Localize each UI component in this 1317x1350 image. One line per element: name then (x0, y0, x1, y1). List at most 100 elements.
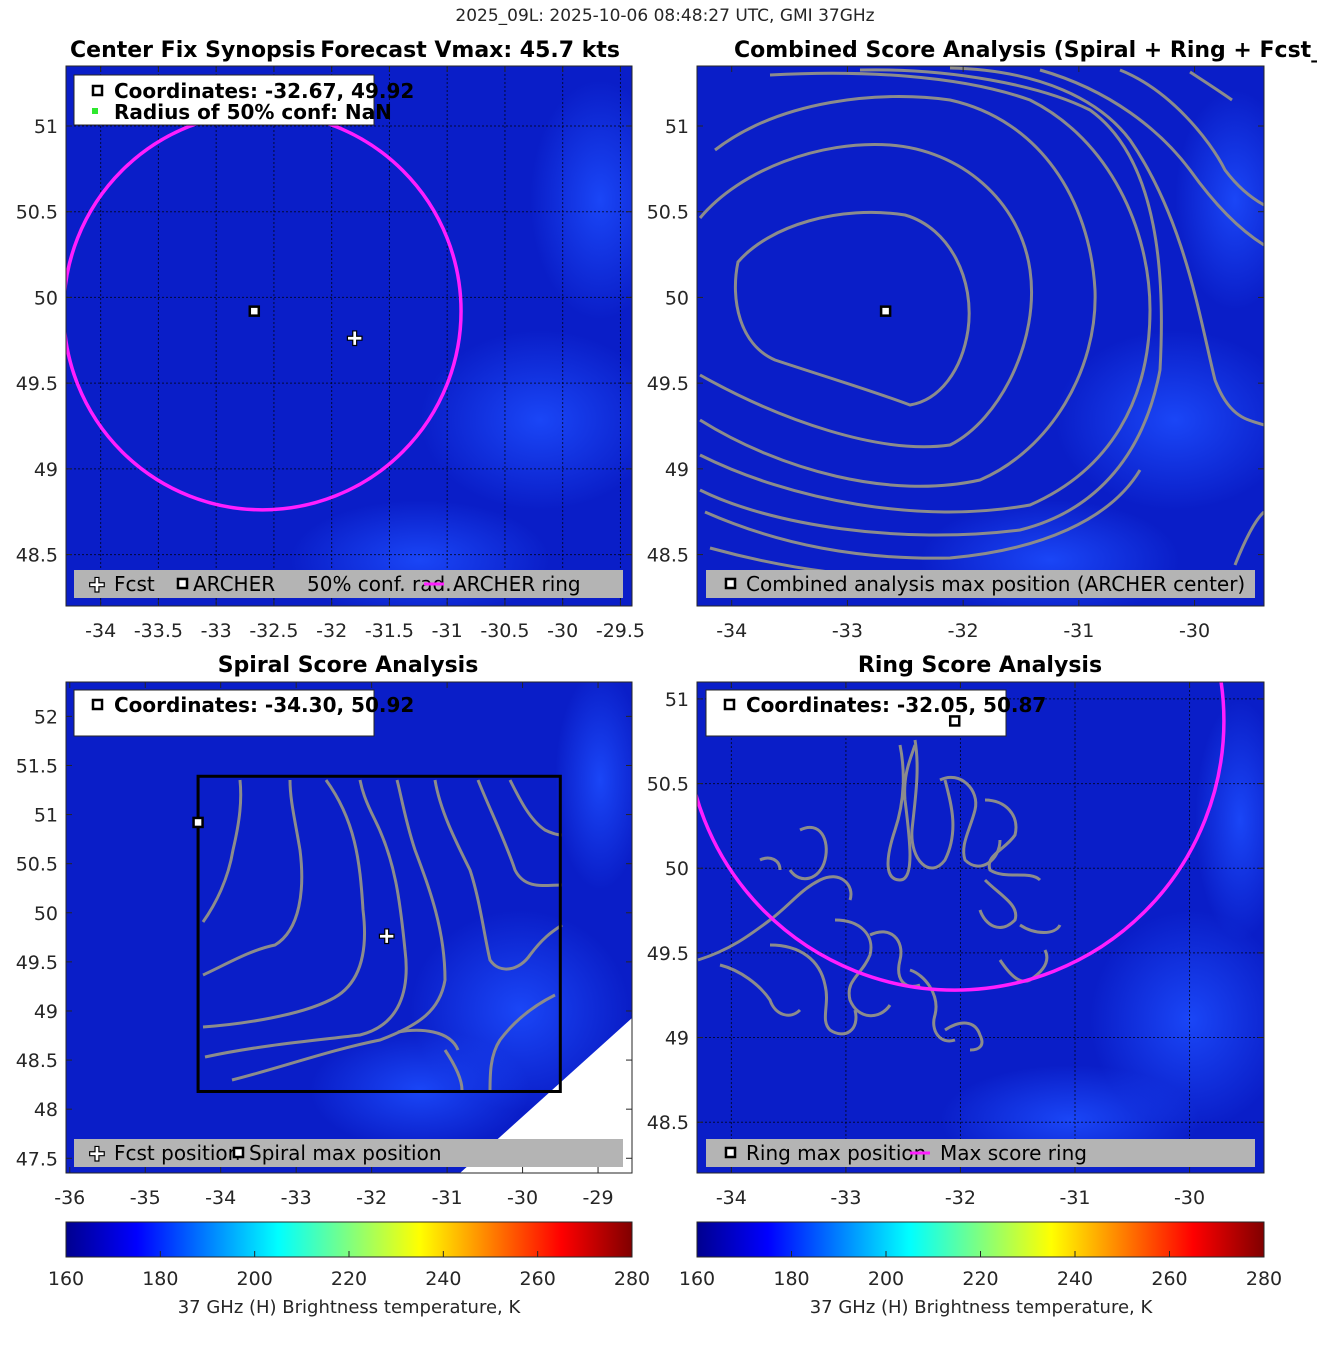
ring-contour-line (984, 798, 1042, 882)
ring-legend-max-position: Ring max position (746, 1141, 926, 1165)
colorbar-left-ticks: 160 180 200 220 240 260 280 (48, 1251, 650, 1290)
colorbar-tick-label: 160 (48, 1268, 84, 1290)
combined-contour-line (698, 142, 1033, 449)
synopsis-legend-fcst: Fcst (114, 572, 155, 596)
spiral-info-box: Coordinates: -34.30, 50.92 (73, 689, 414, 737)
ring-contour-line (944, 1021, 984, 1052)
combined-contour-line (699, 71, 1152, 514)
spiral-x-tick-label: -36 (54, 1187, 85, 1209)
ring-axes-frame (696, 681, 1265, 1174)
combined-contour-line (949, 66, 1264, 427)
combined-legend-background (706, 570, 1255, 598)
synopsis-x-tick-label: -30.5 (480, 620, 529, 642)
combined-contour-line (1189, 70, 1233, 102)
ring-marker-icon (723, 698, 736, 711)
ring-x-tick-label: -32 (945, 1187, 976, 1209)
confidence-marker-icon (92, 108, 98, 114)
max-position-marker (948, 715, 961, 727)
spiral-y-tick-label: 48 (34, 1099, 58, 1121)
ring-y-tick-label: 50.5 (647, 774, 689, 796)
combined-y-tick-label: 50 (665, 287, 689, 309)
spiral-y-tick-label: 47.5 (16, 1148, 58, 1170)
spiral-y-tick-label: 48.5 (16, 1050, 58, 1072)
max-position-marker (879, 305, 892, 317)
spiral-contour-line (443, 1049, 464, 1091)
spiral-y-tick-label: 50 (34, 903, 58, 925)
combined-y-tick-label: 49 (665, 459, 689, 481)
colorbar-tick-label: 260 (1151, 1268, 1187, 1290)
spiral-x-tick-label: -35 (130, 1187, 161, 1209)
combined-contour-line (733, 211, 971, 407)
synopsis-legend-archer: ARCHER (193, 572, 275, 596)
ring-contour-line (759, 856, 782, 871)
combined-contour-line (699, 68, 1163, 537)
colorbar-tick-label: 280 (1246, 1268, 1282, 1290)
spiral-contour-line (204, 779, 408, 1059)
ring-x-tick-label: -33 (830, 1187, 861, 1209)
spiral-marker-icon (232, 1146, 245, 1159)
ring-contour-line (834, 918, 892, 1018)
archer-marker-icon (724, 577, 737, 590)
panel-synopsis: Center Fix Synopsis Forecast Vmax: 45.7 … (16, 38, 645, 642)
spiral-coordinates: Coordinates: -34.30, 50.92 (114, 693, 414, 717)
synopsis-radius-conf: Radius of 50% conf: NaN (114, 100, 392, 124)
combined-title: Combined Score Analysis (Spiral + Ring +… (734, 38, 1317, 63)
colorbar-tick-label: 240 (425, 1268, 461, 1290)
combined-markers (879, 305, 892, 317)
synopsis-x-tick-label: -32.5 (249, 620, 298, 642)
colorbar-right-ticks: 160 180 200 220 240 260 280 (679, 1251, 1282, 1290)
spiral-y-tick-label: 51.5 (16, 755, 58, 777)
spiral-contour-line (202, 779, 304, 977)
synopsis-x-tick-label: -31 (432, 620, 463, 642)
ring-x-tick-label: -30 (1174, 1187, 1205, 1209)
archer-marker-icon (91, 84, 104, 97)
colorbar-right: 160 180 200 220 240 260 280 37 GHz (H) Brightn… (679, 1221, 1282, 1318)
spiral-contour-line (488, 993, 556, 1093)
combined-contour-line (1233, 510, 1264, 566)
spiral-legend-fcst: Fcst position (114, 1141, 240, 1165)
combined-y-ticks: 48.5 49 49.5 50 50.5 51 (647, 116, 1264, 567)
ring-x-tick-label: -31 (1059, 1187, 1090, 1209)
colorbar-tick-label: 160 (679, 1268, 715, 1290)
max-position-marker (192, 816, 204, 829)
synopsis-y-tick-label: 49.5 (16, 373, 58, 395)
synopsis-markers: ✚ (248, 305, 364, 351)
ring-coordinates: Coordinates: -32.05, 50.87 (746, 693, 1046, 717)
synopsis-coordinates: Coordinates: -32.67, 49.92 (114, 79, 414, 103)
colorbar-tick-label: 180 (142, 1268, 178, 1290)
ring-legend: Ring max position Max score ring (706, 1139, 1255, 1167)
synopsis-axes-frame (65, 65, 633, 607)
spiral-contour-line (231, 779, 447, 1082)
synopsis-x-tick-label: -34 (85, 620, 116, 642)
fcst-position-marker: ✚ (378, 924, 395, 948)
combined-legend-max-position: Combined analysis max position (ARCHER c… (746, 572, 1245, 596)
spiral-y-tick-label: 52 (34, 706, 58, 728)
synopsis-title-right: Forecast Vmax: 45.7 kts (320, 38, 620, 63)
spiral-x-ticks: -36 -35 -34 -33 -32 -31 -30 -29 (54, 682, 614, 1209)
synopsis-y-tick-label: 50 (34, 287, 58, 309)
synopsis-x-tick-label: -31.5 (365, 620, 414, 642)
spiral-contour-line (201, 779, 243, 923)
synopsis-x-tick-label: -29.5 (596, 620, 645, 642)
colorbar-tick-label: 180 (773, 1268, 809, 1290)
colorbar-tick-label: 280 (614, 1268, 650, 1290)
plus-marker-icon: ✚ (89, 1142, 106, 1166)
synopsis-info-background (73, 74, 375, 126)
combined-x-tick-label: -34 (716, 620, 747, 642)
ring-y-tick-label: 49 (665, 1028, 689, 1050)
synopsis-x-tick-label: -30 (547, 620, 578, 642)
ring-grid (697, 682, 1264, 1173)
combined-y-tick-label: 48.5 (647, 545, 689, 567)
ring-y-ticks: 48.5 49 49.5 50 50.5 51 (647, 689, 1264, 1134)
ring-contour-line (719, 963, 802, 1017)
fcst-position-marker: ✚ (346, 327, 363, 351)
combined-x-tick-label: -31 (1063, 620, 1094, 642)
colorbar-tick-label: 200 (237, 1268, 273, 1290)
ring-brightness-patch (1195, 700, 1264, 940)
synopsis-x-tick-label: -32 (316, 620, 347, 642)
combined-brightness-patch (1175, 90, 1264, 310)
spiral-y-ticks: 47.5 48 48.5 49 49.5 50 50.5 51 51.5 52 (16, 706, 632, 1170)
spiral-legend: ✚ Fcst position Spiral max position (74, 1139, 623, 1167)
synopsis-y-ticks: 48.5 49 49.5 50 50.5 51 (16, 116, 632, 567)
